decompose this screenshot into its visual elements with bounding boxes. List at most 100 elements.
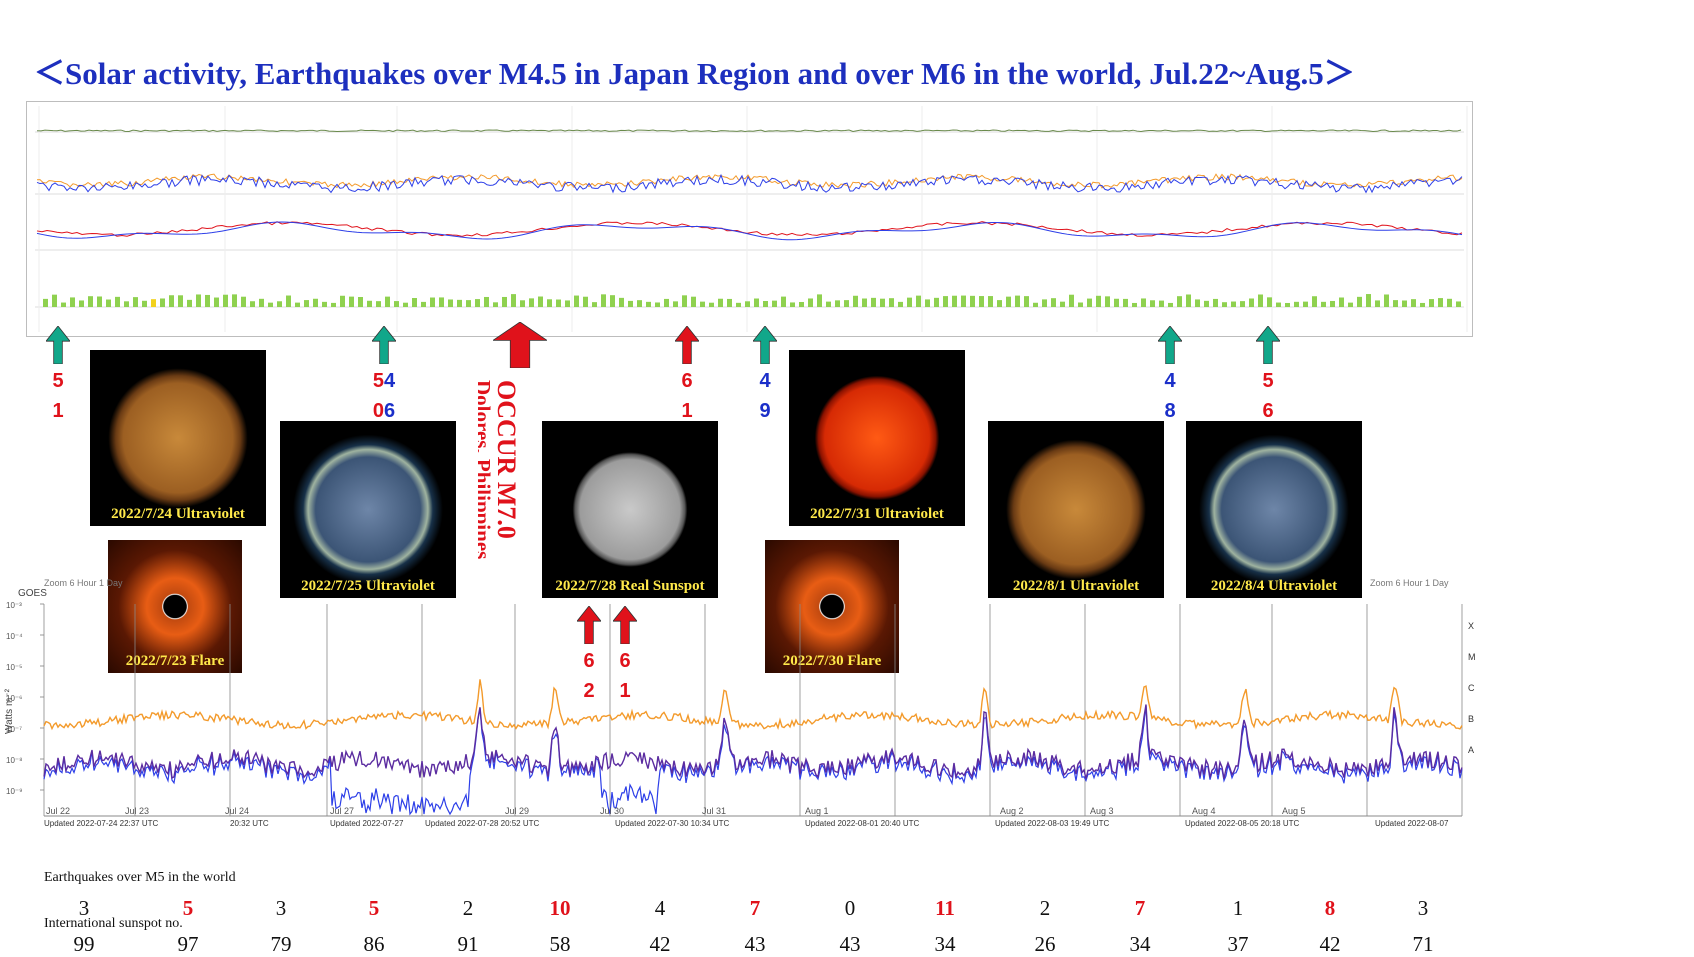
- flare-image: 2022/7/30 Flare: [765, 540, 899, 673]
- kp-bar: [889, 298, 894, 307]
- flare-class-label: M: [1468, 652, 1476, 662]
- kp-bar: [1240, 301, 1245, 307]
- magnitude-integer: 6: [583, 650, 595, 672]
- sunspot-number: 34: [1129, 932, 1151, 956]
- kp-bar: [1213, 298, 1218, 307]
- kp-bar: [376, 301, 381, 307]
- kp-bar: [1222, 302, 1227, 307]
- earthquake-count: 3: [78, 896, 90, 920]
- kp-bar: [1375, 300, 1380, 307]
- kp-bar: [1177, 296, 1182, 307]
- sunspot-number: 58: [549, 932, 571, 956]
- y-tick-label: 10⁻⁵: [6, 663, 22, 672]
- kp-bar: [304, 300, 309, 307]
- y-tick-label: 10⁻⁶: [6, 694, 22, 703]
- flux-line: [36, 129, 1462, 133]
- sunspot-number: 79: [270, 932, 292, 956]
- sunspot-number: 34: [934, 932, 956, 956]
- x-date-label: Aug 2: [1000, 806, 1024, 816]
- kp-bar: [412, 298, 417, 307]
- kp-bar: [718, 298, 723, 307]
- kp-bar: [1006, 296, 1011, 307]
- kp-bar: [736, 302, 741, 307]
- kp-bar: [187, 299, 192, 307]
- sunspot-number: 42: [1319, 932, 1341, 956]
- kp-bar: [205, 294, 210, 307]
- updated-label: Updated 2022-07-24 22:37 UTC: [44, 819, 159, 828]
- kp-bar: [1132, 302, 1137, 307]
- earthquake-count: 5: [182, 896, 194, 920]
- event-arrow-6: [1255, 325, 1281, 369]
- kp-bar: [1096, 295, 1101, 307]
- kp-bar: [1114, 298, 1119, 307]
- kp-bar: [484, 296, 489, 307]
- kp-bar: [952, 295, 957, 307]
- kp-bar: [700, 301, 705, 307]
- kp-bar: [808, 298, 813, 307]
- kp-bar: [61, 302, 66, 307]
- kp-bar: [1276, 302, 1281, 307]
- kp-bar: [331, 302, 336, 307]
- sunspot-number: 91: [457, 932, 479, 956]
- kp-bar: [556, 299, 561, 307]
- kp-bar: [961, 295, 966, 307]
- kp-bar: [196, 294, 201, 307]
- kp-bar: [916, 295, 921, 307]
- xray-long-line: [43, 679, 1463, 731]
- magnitude-label-1: 54 06: [359, 366, 409, 426]
- earthquake-count: 10: [549, 896, 571, 920]
- earthquake-count: 2: [1039, 896, 1051, 920]
- image-caption: 2022/7/28 Real Sunspot: [555, 578, 705, 594]
- magnitude-decimal: 6: [1262, 400, 1274, 422]
- kp-bar: [826, 301, 831, 307]
- kp-bar: [583, 296, 588, 307]
- magnitude-decimal: 9: [759, 400, 771, 422]
- kp-bar: [628, 300, 633, 307]
- kp-bar: [1159, 300, 1164, 307]
- sun-image: 2022/7/31 Ultraviolet: [789, 350, 965, 526]
- kp-bar: [52, 294, 57, 307]
- kp-bar: [97, 296, 102, 307]
- kp-bar: [655, 302, 660, 307]
- kp-bar: [646, 301, 651, 307]
- kp-bar: [394, 301, 399, 307]
- event-arrow-4: [752, 325, 778, 369]
- kp-bar: [439, 297, 444, 307]
- kp-bar: [727, 298, 732, 307]
- updated-label: Updated 2022-08-01 20:40 UTC: [805, 819, 920, 828]
- kp-bar: [1024, 296, 1029, 307]
- kp-bar: [1087, 298, 1092, 307]
- kp-bar: [745, 301, 750, 307]
- flare-class-label: X: [1468, 621, 1474, 631]
- kp-bar: [430, 297, 435, 307]
- speed-line-blue: [36, 221, 1463, 241]
- kp-bar: [1168, 302, 1173, 307]
- kp-bar: [277, 301, 282, 307]
- magnitude-decimal: 1: [681, 400, 693, 422]
- kp-bar: [268, 302, 273, 307]
- kp-bar: [349, 296, 354, 307]
- earthquake-count: 0: [844, 896, 856, 920]
- kp-bar: [1015, 295, 1020, 307]
- kp-bar: [1186, 294, 1191, 307]
- kp-bar: [403, 302, 408, 307]
- x-date-label: Jul 31: [702, 806, 726, 816]
- kp-bar: [169, 295, 174, 307]
- earthquake-count: 1: [1232, 896, 1244, 920]
- x-date-label: Jul 24: [225, 806, 249, 816]
- sunspot-number: 37: [1227, 932, 1249, 956]
- sun-image: 2022/8/4 Ultraviolet: [1186, 421, 1362, 598]
- kp-bar: [637, 300, 642, 307]
- kp-bar: [295, 302, 300, 307]
- kp-bar: [997, 300, 1002, 307]
- kp-bar: [754, 298, 759, 307]
- x-date-label: Jul 27: [330, 806, 354, 816]
- kp-bar: [1357, 296, 1362, 307]
- magnitude-integer: 6: [681, 370, 693, 392]
- solar-wind-plots: [35, 106, 1468, 332]
- kp-bar: [691, 296, 696, 307]
